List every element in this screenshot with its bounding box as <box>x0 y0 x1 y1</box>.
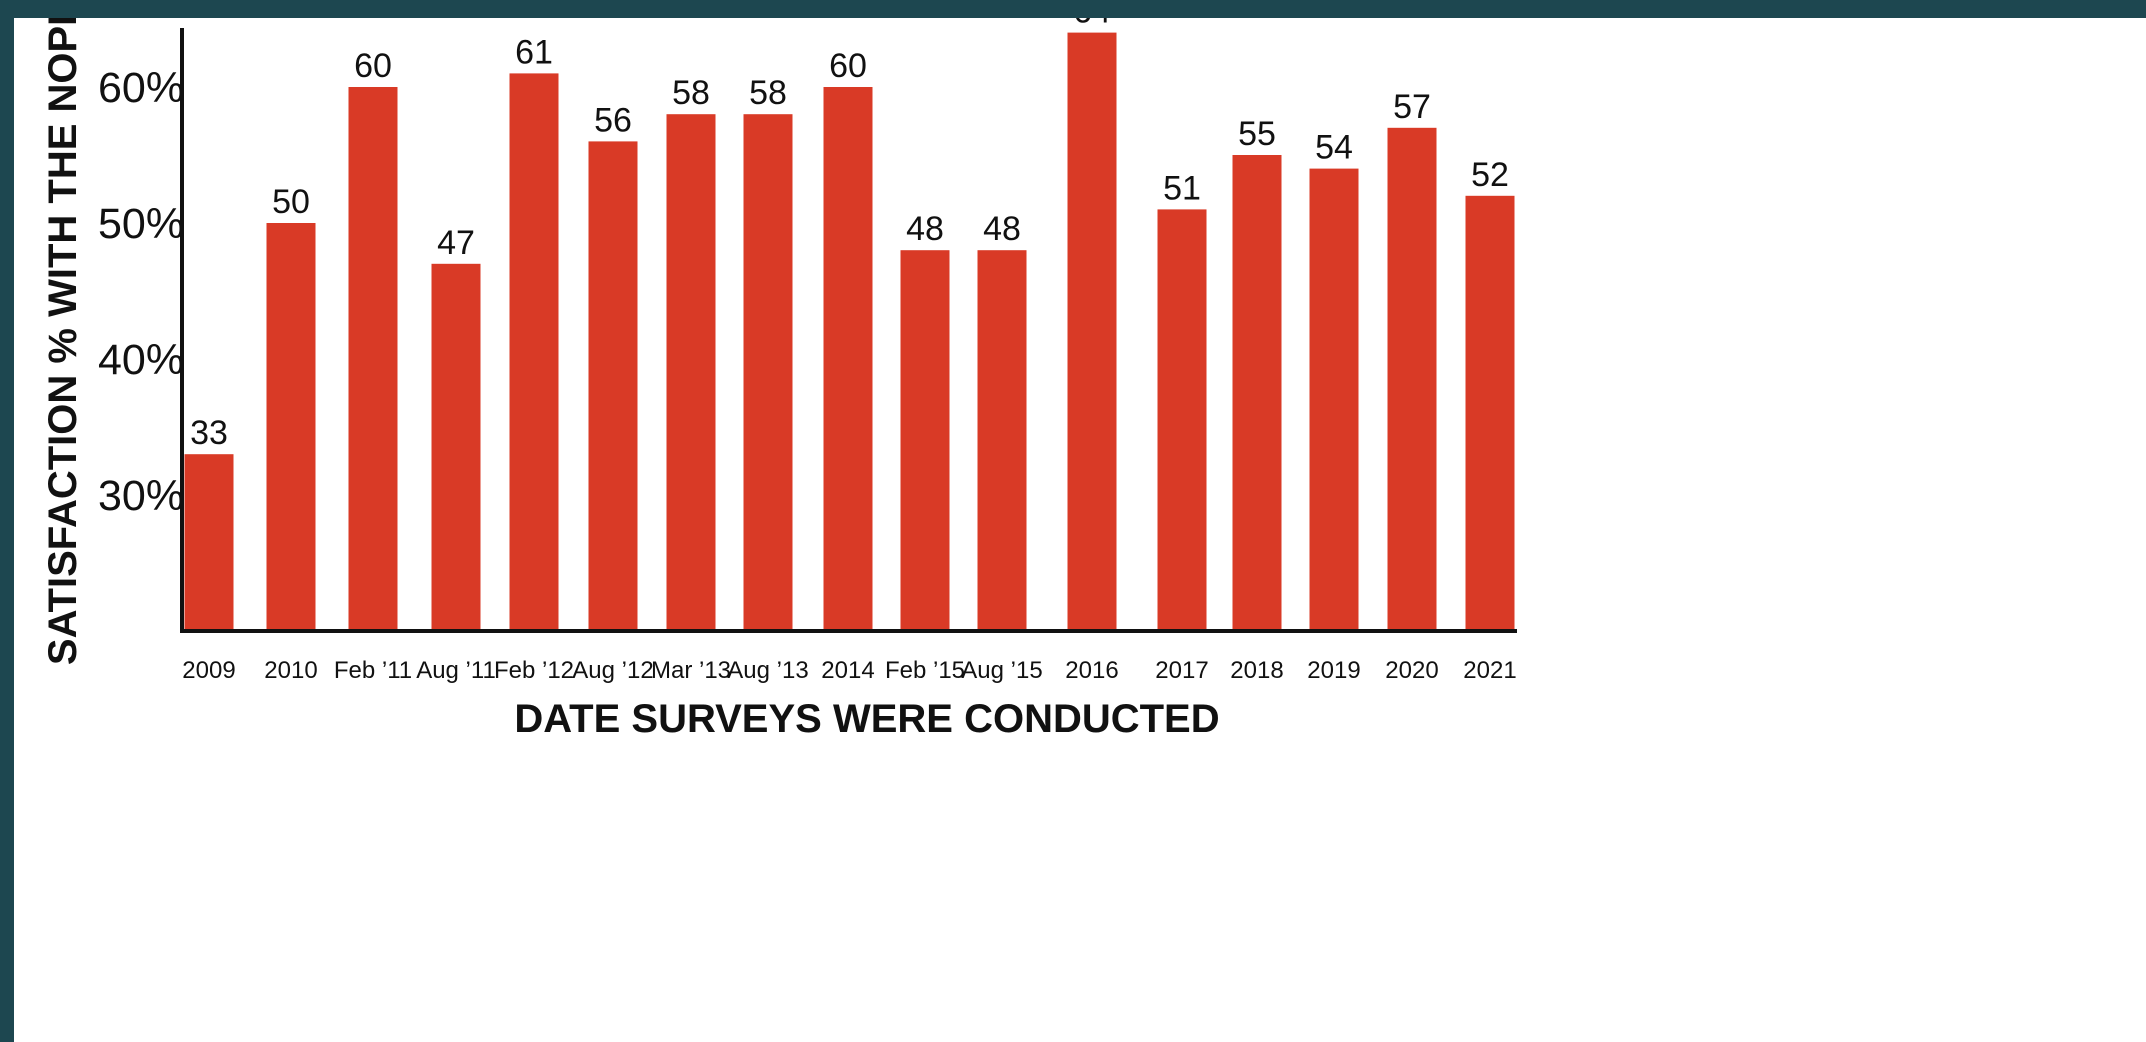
value-label: 52 <box>1471 156 1509 194</box>
x-tick-label: Feb ’12 <box>494 657 574 684</box>
value-label: 33 <box>190 414 228 452</box>
value-label: 48 <box>906 210 944 248</box>
x-tick-label: Feb ’11 <box>334 657 412 684</box>
chart-frame: 30% 40% 50% 60% 33 50 60 47 61 56 58 58 60 48 48 64 51 5… <box>14 18 2146 1042</box>
x-tick-label: 2020 <box>1385 657 1438 684</box>
value-label: 54 <box>1315 129 1353 167</box>
value-label: 56 <box>594 101 632 139</box>
value-label: 47 <box>437 224 475 262</box>
bar <box>1157 209 1207 631</box>
bar <box>431 263 481 631</box>
value-label: 61 <box>515 33 553 71</box>
y-tick-label: 30% <box>98 472 184 520</box>
y-tick-label: 40% <box>98 336 184 384</box>
bar <box>266 223 316 631</box>
x-tick-label: Aug ’12 <box>572 657 653 684</box>
bar <box>1465 195 1515 632</box>
value-label: 50 <box>272 183 310 221</box>
value-label: 57 <box>1393 88 1431 126</box>
bar <box>509 73 559 631</box>
value-label: 48 <box>983 210 1021 248</box>
x-tick-label: 2016 <box>1065 657 1118 684</box>
bar <box>1309 168 1359 631</box>
x-tick-label: 2010 <box>264 657 317 684</box>
x-tick-label: Aug ’15 <box>961 657 1042 684</box>
x-tick-label: Feb ’15 <box>885 657 965 684</box>
x-tick-label: 2014 <box>821 657 874 684</box>
value-label: 51 <box>1163 169 1201 207</box>
x-tick-label: Aug ’13 <box>727 657 808 684</box>
x-tick-label: 2019 <box>1307 657 1360 684</box>
y-tick-label: 50% <box>98 200 184 248</box>
x-tick-label: Aug ’11 <box>416 657 496 684</box>
value-label: 55 <box>1238 115 1276 153</box>
bar-chart: 30% 40% 50% 60% 33 50 60 47 61 56 58 58 60 48 48 64 51 5… <box>41 18 1517 741</box>
y-axis-ticks: 30% 40% 50% 60% <box>98 64 184 520</box>
bar <box>184 454 234 631</box>
bar <box>1387 127 1437 632</box>
x-tick-label: 2009 <box>182 657 235 684</box>
bar <box>1067 32 1117 632</box>
x-tick-label: 2017 <box>1155 657 1208 684</box>
bar <box>900 250 950 631</box>
bar <box>743 114 793 631</box>
bars <box>184 32 1515 632</box>
bar <box>823 87 873 631</box>
bar <box>666 114 716 631</box>
x-tick-label: Mar ’13 <box>651 657 731 684</box>
bar <box>348 87 398 631</box>
bar <box>588 141 638 631</box>
y-axis-title: SATISFACTION % WITH THE NOPD <box>41 18 85 665</box>
y-tick-label: 60% <box>98 64 184 112</box>
bar <box>977 250 1027 631</box>
bar <box>1232 155 1282 631</box>
x-tick-label: 2021 <box>1463 657 1516 684</box>
value-label: 64 <box>1073 18 1111 31</box>
value-label: 58 <box>749 74 787 112</box>
x-axis-title: DATE SURVEYS WERE CONDUCTED <box>514 697 1219 741</box>
value-label: 58 <box>672 74 710 112</box>
value-labels: 33 50 60 47 61 56 58 58 60 48 48 64 51 55 54 57 52 <box>190 18 1509 452</box>
x-tick-label: 2018 <box>1230 657 1283 684</box>
value-label: 60 <box>829 47 867 85</box>
value-label: 60 <box>354 47 392 85</box>
